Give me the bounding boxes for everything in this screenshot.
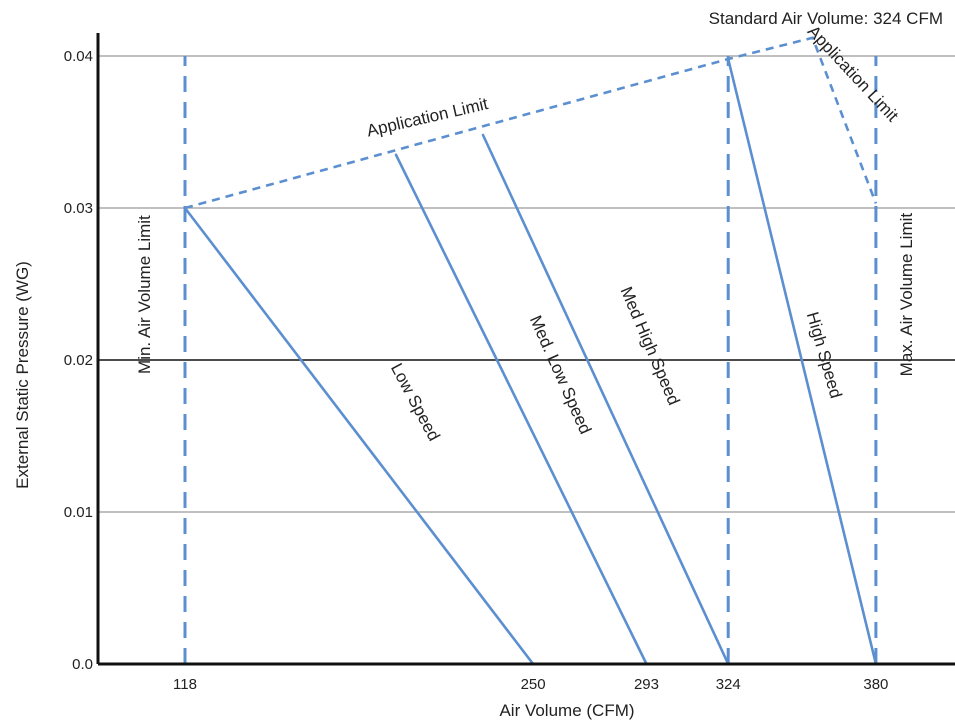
x-tick-label-3: 324: [716, 676, 741, 693]
x-tick-label-0: 118: [173, 676, 197, 693]
y-tick-label-0: 0.0: [72, 656, 93, 673]
med-high-speed-label-2: Med High Speed: [617, 284, 684, 408]
x-tick-label-1: 250: [521, 676, 546, 693]
med-high-speed-curve: [481, 133, 730, 666]
axes: [96, 33, 955, 666]
max-air-volume-limit-label-5: Max. Air Volume Limit: [897, 213, 916, 377]
limit-lines: [183, 36, 878, 664]
low-speed-label-0: Low Speed: [387, 360, 444, 444]
standard-air-volume-note: Standard Air Volume: 324 CFM: [709, 9, 943, 28]
med-low-speed-curve: [394, 153, 648, 666]
y-tick-label-3: 0.03: [64, 200, 93, 217]
y-tick-label-1: 0.01: [64, 504, 93, 521]
application-limit-line: [184, 36, 878, 210]
x-tick-label-2: 293: [634, 676, 659, 693]
min-air-volume-limit-label-4: Min. Air Volume Limit: [135, 215, 154, 374]
speed-curves: [183, 57, 878, 666]
y-axis-title: External Static Pressure (WG): [13, 261, 32, 489]
x-axis-title: Air Volume (CFM): [499, 701, 634, 720]
tick-labels: 0.0 0.01 0.02 0.03 0.04 118 250 293 324 380: [64, 48, 889, 693]
curve-labels: Low Speed Med. Low Speed Med High Speed Hig…: [135, 22, 916, 444]
x-tick-label-4: 380: [863, 676, 888, 693]
low-speed-curve: [183, 206, 535, 666]
application-limit-label-6: Application Limit: [365, 94, 490, 140]
y-tick-label-2: 0.02: [64, 352, 93, 369]
med-low-speed-label-1: Med. Low Speed: [526, 313, 595, 437]
y-tick-label-4: 0.04: [64, 48, 93, 65]
high-speed-curve: [726, 57, 878, 666]
application-limit-label-7: Application Limit: [804, 22, 903, 126]
grid-lines: [98, 55, 955, 513]
